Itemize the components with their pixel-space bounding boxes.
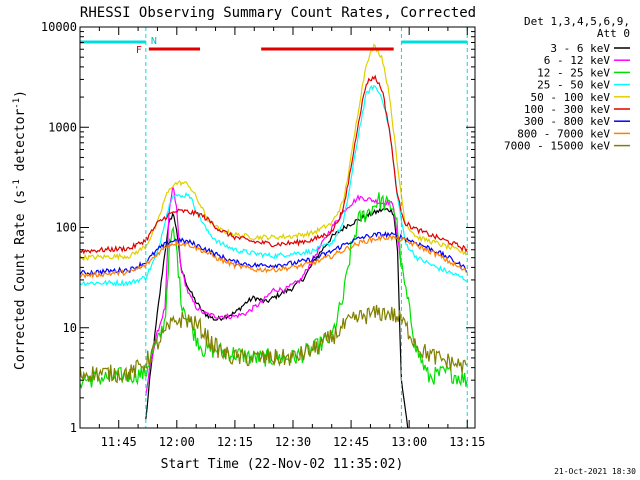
legend-label-3: 12 - 25 keV xyxy=(537,66,610,79)
y-axis: 1 10 100 1000 10000 xyxy=(41,20,475,435)
flare-label: F xyxy=(136,45,142,56)
series-line-1 xyxy=(145,207,409,428)
x-tick-label: 13:15 xyxy=(449,435,485,449)
series-line-9 xyxy=(80,304,468,384)
series-line-8 xyxy=(80,234,468,279)
y-axis-label-mid: detector xyxy=(13,109,28,180)
y-axis-label-end: ) xyxy=(13,90,28,98)
legend-label-9: 7000 - 15000 keV xyxy=(504,140,610,153)
x-tick-label: 12:00 xyxy=(159,435,195,449)
series-line-4 xyxy=(80,84,468,287)
series-line-3 xyxy=(80,192,468,390)
legend-header-line1: Det 1,3,4,5,6,9, xyxy=(524,15,630,28)
legend-label-5: 50 - 100 keV xyxy=(531,91,611,104)
x-tick-label: 12:30 xyxy=(275,435,311,449)
legend-header-line2: Att 0 xyxy=(597,27,630,40)
x-tick-label: 11:45 xyxy=(101,435,137,449)
series-line-6 xyxy=(80,74,468,255)
y-axis-label: Corrected Count Rate (s-1 detector-1) xyxy=(12,90,28,370)
y-tick-label: 10000 xyxy=(41,20,77,34)
y-axis-label-sup1: -1 xyxy=(12,179,22,190)
y-tick-label: 10 xyxy=(63,321,77,335)
legend-label-8: 800 - 7000 keV xyxy=(517,127,610,140)
series-line-2 xyxy=(145,186,402,396)
night-label: N xyxy=(151,36,157,47)
series-line-5 xyxy=(80,43,468,262)
y-axis-label-sup2: -1 xyxy=(12,98,22,109)
x-tick-label: 13:00 xyxy=(391,435,427,449)
y-tick-label: 100 xyxy=(55,221,77,235)
legend-label-7: 300 - 800 keV xyxy=(524,115,610,128)
legend-label-4: 25 - 50 keV xyxy=(537,79,610,92)
series-group xyxy=(80,43,468,428)
x-tick-label: 12:15 xyxy=(217,435,253,449)
y-axis-label-main: Corrected Count Rate (s xyxy=(13,190,28,370)
legend-label-1: 3 - 6 keV xyxy=(550,42,610,55)
y-tick-label: 1 xyxy=(70,421,77,435)
y-tick-label: 1000 xyxy=(48,120,77,134)
x-axis: 11:45 12:00 12:15 12:30 12:45 13:00 13:15 xyxy=(79,27,485,449)
x-axis-label: Start Time (22-Nov-02 11:35:02) xyxy=(161,457,404,472)
legend-label-2: 6 - 12 keV xyxy=(544,54,611,67)
legend-label-6: 100 - 300 keV xyxy=(524,103,610,116)
plot-area: NF xyxy=(79,26,476,429)
chart-title: RHESSI Observing Summary Count Rates, Co… xyxy=(80,5,476,21)
x-tick-label: 12:45 xyxy=(333,435,369,449)
timestamp: 21-Oct-2021 18:30 xyxy=(554,467,636,476)
